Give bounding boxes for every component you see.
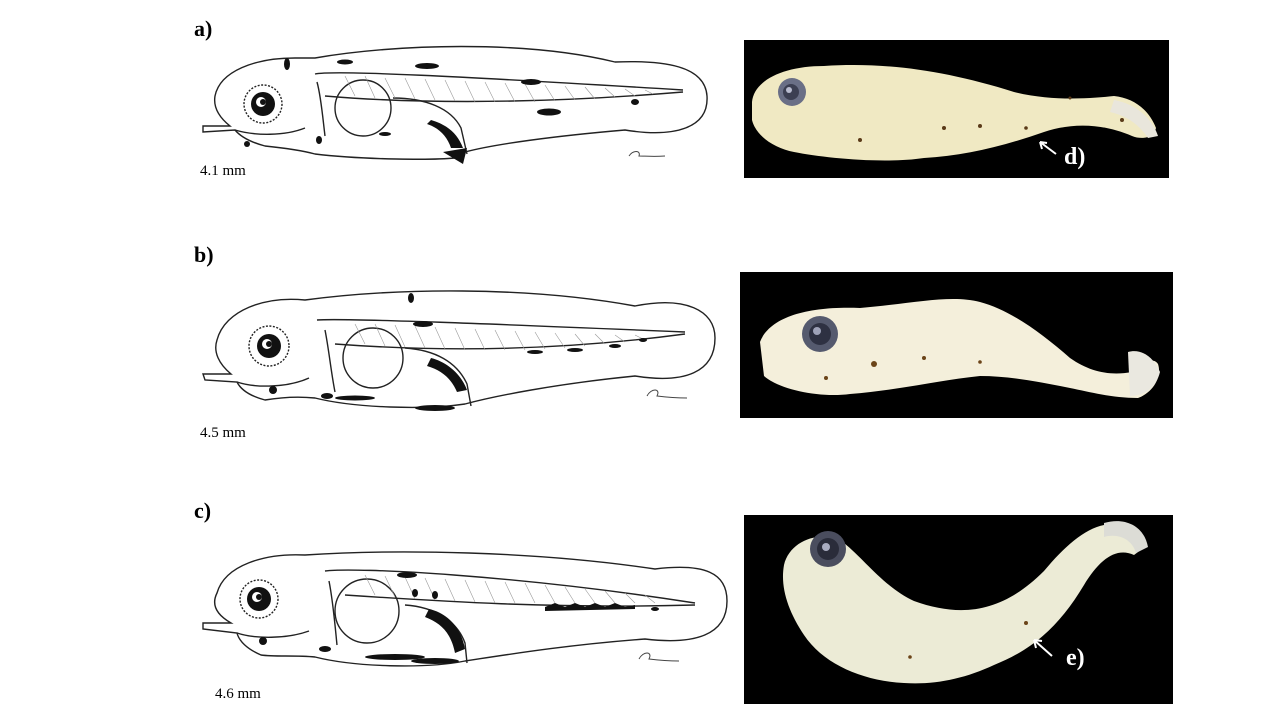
- larva-photo-b: [740, 272, 1173, 418]
- panel-label-c: c): [194, 498, 212, 523]
- larva-photo-a: [744, 40, 1169, 178]
- larva-drawing-c: [202, 551, 728, 667]
- larva-drawing-b: [202, 290, 716, 411]
- size-label-b: 4.5 mm: [200, 425, 246, 441]
- larva-photo-c: [744, 515, 1173, 704]
- panel-label-a: a): [194, 16, 213, 41]
- photo-label-e: e): [1066, 645, 1085, 671]
- size-label-c: 4.6 mm: [215, 686, 261, 702]
- photo-label-d: d): [1064, 144, 1086, 170]
- larva-drawing-a: [202, 45, 708, 164]
- panel-label-b: b): [194, 242, 214, 267]
- size-label-a: 4.1 mm: [200, 163, 246, 179]
- arrow-icon-d: [1039, 141, 1057, 155]
- arrow-icon-e: [1033, 639, 1053, 657]
